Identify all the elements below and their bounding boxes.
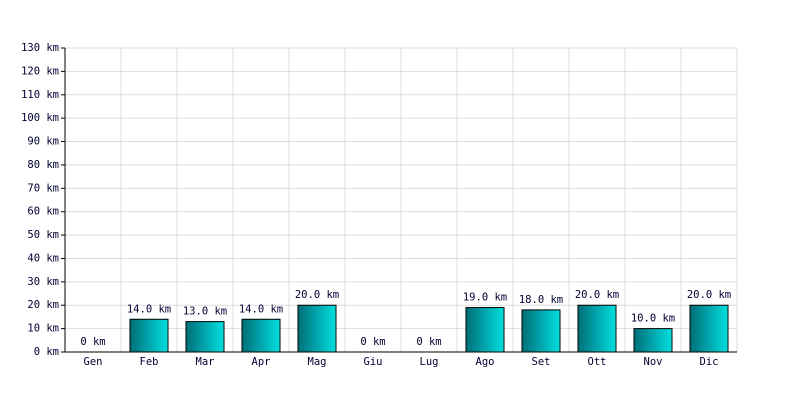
value-label: 18.0 km: [519, 294, 563, 306]
bar: [633, 328, 673, 353]
x-tick-label: Set: [532, 356, 551, 368]
y-tick-label: 110 km: [21, 89, 59, 101]
x-tick-label: Mar: [196, 356, 215, 368]
bar: [241, 318, 281, 353]
x-tick-label: Dic: [700, 356, 719, 368]
x-tick-label: Ago: [476, 356, 495, 368]
y-tick-label: 130 km: [21, 42, 59, 54]
y-tick-label: 0 km: [34, 346, 59, 358]
x-tick-label: Feb: [140, 356, 159, 368]
x-tick-label: Apr: [252, 356, 271, 368]
bar: [465, 307, 505, 353]
bar: [689, 304, 729, 353]
x-tick-label: Giu: [364, 356, 383, 368]
value-label: 14.0 km: [127, 303, 171, 315]
y-tick-label: 100 km: [21, 112, 59, 124]
bar: [297, 304, 337, 353]
x-tick-label: Nov: [644, 356, 663, 368]
y-tick-label: 50 km: [27, 229, 59, 241]
bar: [521, 309, 561, 353]
y-tick-label: 30 km: [27, 276, 59, 288]
value-label: 13.0 km: [183, 306, 227, 318]
value-label: 0 km: [80, 336, 105, 348]
x-tick-label: Mag: [308, 356, 327, 368]
y-tick-label: 80 km: [27, 159, 59, 171]
value-label: 19.0 km: [463, 292, 507, 304]
y-tick-label: 120 km: [21, 65, 59, 77]
bar: [129, 318, 169, 353]
y-tick-label: 20 km: [27, 299, 59, 311]
bar: [185, 321, 225, 353]
y-tick-label: 90 km: [27, 136, 59, 148]
value-label: 20.0 km: [687, 289, 731, 301]
x-tick-label: Gen: [84, 356, 103, 368]
value-label: 14.0 km: [239, 303, 283, 315]
value-label: 0 km: [360, 336, 385, 348]
bar: [577, 304, 617, 353]
x-tick-label: Ott: [588, 356, 607, 368]
y-tick-label: 40 km: [27, 252, 59, 264]
y-tick-label: 70 km: [27, 182, 59, 194]
value-label: 20.0 km: [295, 289, 339, 301]
y-tick-label: 60 km: [27, 206, 59, 218]
x-tick-label: Lug: [420, 356, 439, 368]
y-tick-label: 10 km: [27, 323, 59, 335]
value-label: 20.0 km: [575, 289, 619, 301]
value-label: 0 km: [416, 336, 441, 348]
value-label: 10.0 km: [631, 313, 675, 325]
